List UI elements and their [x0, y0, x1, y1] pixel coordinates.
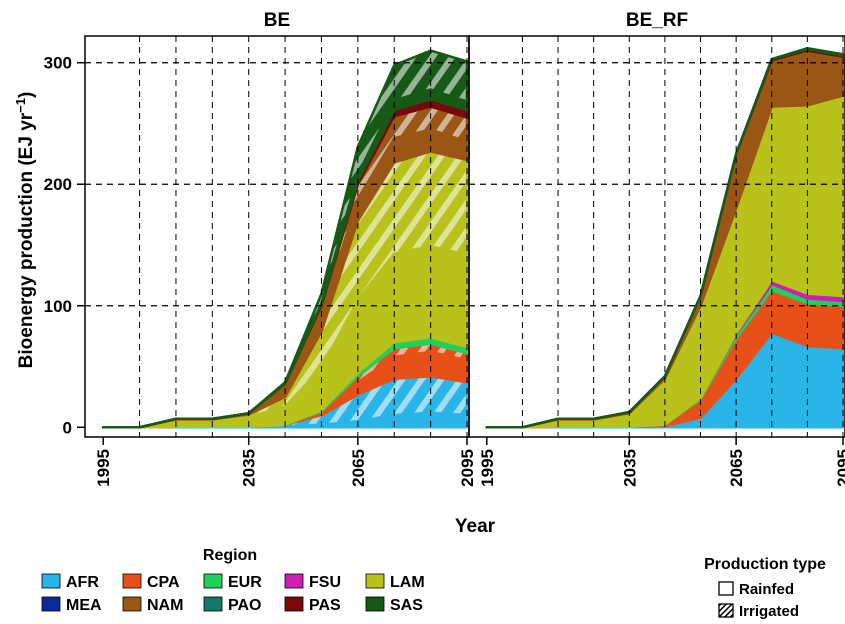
panel-be: BE 0 100 200 300 1995 2035 2065 2095 — [44, 10, 477, 487]
prodtype-legend: Rainfed Irrigated — [718, 581, 799, 620]
region-swatch — [284, 596, 304, 612]
x-tick-label: 1995 — [478, 449, 497, 487]
region-swatch — [41, 573, 61, 589]
prodtype-legend-title: Production type — [704, 556, 826, 573]
prodtype-swatch — [718, 603, 734, 618]
region-label: CPA — [147, 574, 180, 591]
region-legend-item: MEA — [41, 596, 102, 614]
panel-title: BE_RF — [626, 10, 688, 31]
region-swatch — [122, 596, 142, 612]
region-legend-item: SAS — [365, 596, 423, 614]
region-label: EUR — [228, 574, 262, 591]
region-swatch — [122, 573, 142, 589]
region-label: MEA — [66, 597, 102, 614]
y-tick-label: 0 — [63, 418, 72, 437]
y-axis-label: Bioenergy production (EJ yr−1) — [13, 92, 38, 369]
area-sas-rainfed — [485, 46, 845, 429]
region-legend-item: PAO — [203, 596, 261, 614]
region-legend-item: NAM — [122, 596, 183, 614]
region-label: PAS — [309, 597, 341, 614]
panel-title: BE — [264, 10, 290, 31]
region-legend-item: LAM — [365, 573, 425, 591]
region-swatch — [284, 573, 304, 589]
panels: BE 0 100 200 300 1995 2035 2065 2095 BE_RF 1995 203… — [44, 10, 845, 487]
prodtype-legend-item: Irrigated — [718, 603, 799, 620]
x-tick-label: 2065 — [727, 449, 746, 487]
x-tick-label: 1995 — [94, 449, 113, 487]
region-legend-item: CPA — [122, 573, 180, 591]
region-label: FSU — [309, 574, 341, 591]
region-swatch — [41, 596, 61, 612]
region-swatch — [365, 573, 385, 589]
region-legend-item: PAS — [284, 596, 341, 614]
region-swatch — [203, 573, 223, 589]
region-legend-item: EUR — [203, 573, 262, 591]
prodtype-label: Irrigated — [739, 603, 799, 620]
prodtype-label: Rainfed — [739, 581, 794, 598]
y-tick-label: 100 — [44, 297, 72, 316]
region-legend: AFR CPA EUR FSU LAM MEA NAM PAO PAS SAS — [41, 573, 425, 614]
region-legend-item: FSU — [284, 573, 341, 591]
region-swatch — [203, 596, 223, 612]
y-axis-label-main: Bioenergy production (EJ yr — [16, 112, 37, 368]
prodtype-legend-item: Rainfed — [718, 581, 794, 598]
region-legend-title: Region — [203, 547, 257, 564]
region-swatch — [365, 596, 385, 612]
x-tick-label: 2065 — [349, 449, 368, 487]
region-label: AFR — [66, 574, 99, 591]
x-axis-label: Year — [455, 516, 496, 537]
prodtype-swatch — [718, 581, 734, 596]
region-label: PAO — [228, 597, 261, 614]
y-axis-label-sup: −1 — [13, 98, 28, 113]
region-label: LAM — [390, 574, 425, 591]
x-tick-label: 2095 — [834, 449, 845, 487]
x-tick-label: 2095 — [458, 449, 477, 487]
region-legend-item: AFR — [41, 573, 99, 591]
panel-frame — [468, 35, 845, 438]
x-tick-label: 2035 — [240, 449, 259, 487]
y-tick-label: 300 — [44, 54, 72, 73]
panel-be_rf: BE_RF 1995 2035 2065 2095 — [468, 10, 845, 487]
x-tick-label: 2035 — [620, 449, 639, 487]
region-label: NAM — [147, 597, 183, 614]
y-tick-label: 200 — [44, 175, 72, 194]
y-axis-label-close: ) — [16, 92, 37, 98]
region-label: SAS — [390, 597, 423, 614]
